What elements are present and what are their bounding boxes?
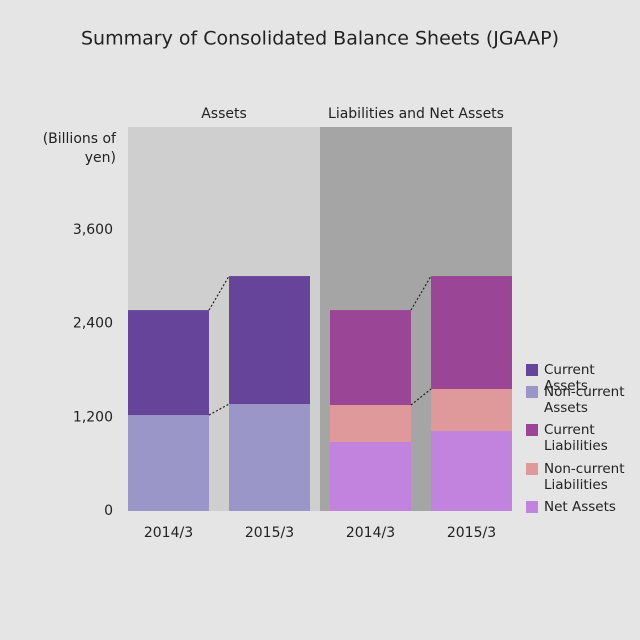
y-axis-title: (Billions of yen) [42,131,116,166]
x-tick-label: 2015/3 [447,525,496,541]
group-label: Assets [201,106,247,122]
bar-segment [431,276,512,390]
connector [410,388,432,406]
legend-label: Non-current Assets [544,384,625,416]
x-tick-label: 2014/3 [144,525,193,541]
bar-segment [330,405,411,443]
x-tick-label: 2015/3 [245,525,294,541]
legend-swatch [526,424,538,436]
connector [208,275,230,311]
legend-swatch [526,364,538,376]
y-tick-label: 1,200 [73,409,113,425]
legend-swatch [526,386,538,398]
bar-segment [128,310,209,416]
bars [128,276,512,511]
legend-item: Non-current Liabilities [526,461,638,493]
bar-segment [330,442,411,511]
legend-label: Net Assets [544,499,616,515]
bar-segment [431,431,512,511]
legend-swatch [526,463,538,475]
group-label: Liabilities and Net Assets [328,106,504,122]
bar-segment [128,415,209,511]
bar-segment [330,310,411,406]
x-tick-label: 2014/3 [346,525,395,541]
bar-segment [229,404,310,511]
connector [410,275,432,311]
legend-item: Current Assets [526,362,638,394]
bar-segment [431,389,512,431]
y-tick-label: 3,600 [73,222,113,238]
legend-item: Non-current Assets [526,384,638,416]
legend-item: Current Liabilities [526,422,638,454]
legend-label: Non-current Liabilities [544,461,625,493]
legend-label: Current Liabilities [544,422,608,454]
y-tick-label: 2,400 [73,316,113,332]
legend-label: Current Assets [544,362,595,394]
y-tick-label: 0 [104,503,113,519]
legend-item: Net Assets [526,499,638,515]
legend-swatch [526,501,538,513]
bar-segment [229,276,310,405]
chart-title: Summary of Consolidated Balance Sheets (… [81,28,559,50]
